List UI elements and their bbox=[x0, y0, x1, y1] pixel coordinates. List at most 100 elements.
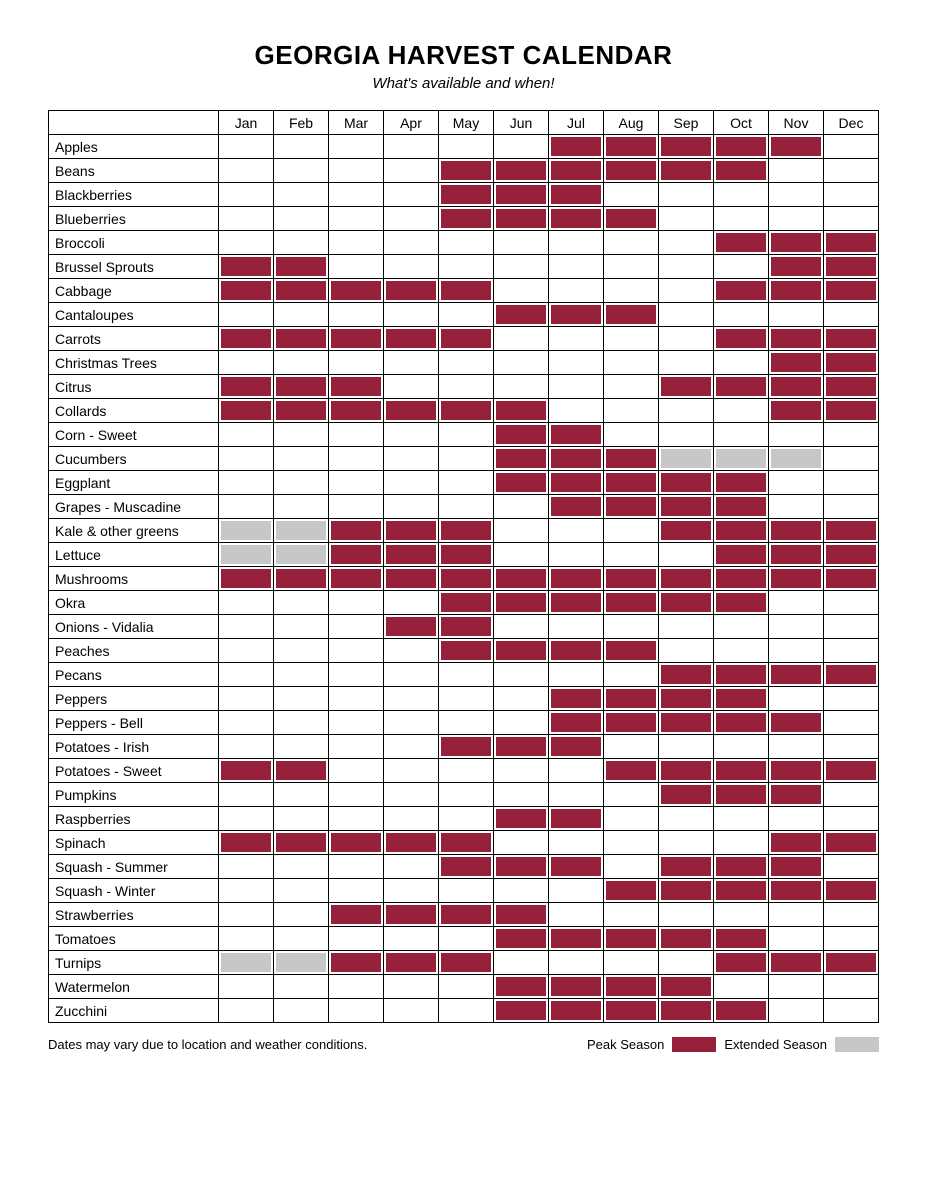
month-cell bbox=[549, 447, 604, 471]
month-cell bbox=[824, 855, 879, 879]
month-cell bbox=[494, 999, 549, 1023]
peak-fill bbox=[771, 953, 821, 972]
month-cell bbox=[549, 495, 604, 519]
month-cell bbox=[384, 255, 439, 279]
peak-fill bbox=[331, 905, 381, 924]
peak-fill bbox=[551, 161, 601, 180]
month-cell bbox=[439, 591, 494, 615]
month-cell bbox=[329, 831, 384, 855]
month-cell bbox=[714, 855, 769, 879]
month-cell bbox=[604, 663, 659, 687]
peak-fill bbox=[771, 785, 821, 804]
produce-label: Cucumbers bbox=[49, 447, 219, 471]
month-cell bbox=[824, 351, 879, 375]
month-cell bbox=[549, 783, 604, 807]
month-cell bbox=[219, 591, 274, 615]
month-cell bbox=[219, 711, 274, 735]
month-cell bbox=[549, 687, 604, 711]
peak-fill bbox=[606, 689, 656, 708]
month-cell bbox=[549, 903, 604, 927]
month-cell bbox=[769, 351, 824, 375]
month-cell bbox=[604, 687, 659, 711]
month-cell bbox=[439, 207, 494, 231]
peak-fill bbox=[661, 761, 711, 780]
month-cell bbox=[274, 687, 329, 711]
month-cell bbox=[714, 591, 769, 615]
month-cell bbox=[219, 207, 274, 231]
month-header: May bbox=[439, 111, 494, 135]
month-cell bbox=[219, 639, 274, 663]
produce-label: Potatoes - Sweet bbox=[49, 759, 219, 783]
peak-fill bbox=[606, 449, 656, 468]
peak-fill bbox=[826, 257, 876, 276]
month-cell bbox=[439, 975, 494, 999]
month-cell bbox=[769, 183, 824, 207]
month-cell bbox=[824, 423, 879, 447]
month-cell bbox=[714, 879, 769, 903]
month-cell bbox=[439, 495, 494, 519]
peak-fill bbox=[386, 617, 436, 636]
month-cell bbox=[384, 399, 439, 423]
month-cell bbox=[769, 447, 824, 471]
peak-fill bbox=[661, 377, 711, 396]
peak-fill bbox=[661, 857, 711, 876]
month-cell bbox=[329, 327, 384, 351]
peak-fill bbox=[331, 953, 381, 972]
peak-fill bbox=[716, 521, 766, 540]
month-cell bbox=[329, 255, 384, 279]
peak-fill bbox=[276, 569, 326, 588]
month-cell bbox=[274, 567, 329, 591]
month-cell bbox=[439, 615, 494, 639]
month-cell bbox=[219, 951, 274, 975]
peak-fill bbox=[496, 425, 546, 444]
peak-fill bbox=[771, 281, 821, 300]
produce-label: Peaches bbox=[49, 639, 219, 663]
month-cell bbox=[659, 615, 714, 639]
peak-fill bbox=[386, 545, 436, 564]
peak-fill bbox=[771, 353, 821, 372]
table-row: Onions - Vidalia bbox=[49, 615, 879, 639]
month-cell bbox=[274, 279, 329, 303]
month-cell bbox=[274, 423, 329, 447]
month-cell bbox=[219, 615, 274, 639]
month-cell bbox=[549, 855, 604, 879]
month-cell bbox=[824, 495, 879, 519]
month-cell bbox=[714, 495, 769, 519]
month-cell bbox=[439, 831, 494, 855]
peak-fill bbox=[551, 425, 601, 444]
peak-fill bbox=[716, 857, 766, 876]
month-cell bbox=[274, 351, 329, 375]
table-row: Lettuce bbox=[49, 543, 879, 567]
month-cell bbox=[549, 135, 604, 159]
month-cell bbox=[659, 351, 714, 375]
month-cell bbox=[659, 495, 714, 519]
peak-fill bbox=[716, 281, 766, 300]
month-cell bbox=[549, 207, 604, 231]
month-cell bbox=[549, 183, 604, 207]
month-cell bbox=[769, 927, 824, 951]
month-cell bbox=[274, 543, 329, 567]
month-cell bbox=[329, 231, 384, 255]
produce-label: Zucchini bbox=[49, 999, 219, 1023]
month-cell bbox=[384, 951, 439, 975]
month-cell bbox=[384, 639, 439, 663]
extended-fill bbox=[661, 449, 711, 468]
month-cell bbox=[274, 303, 329, 327]
table-row: Pumpkins bbox=[49, 783, 879, 807]
month-cell bbox=[824, 639, 879, 663]
extended-fill bbox=[221, 521, 271, 540]
month-cell bbox=[329, 999, 384, 1023]
peak-fill bbox=[606, 713, 656, 732]
month-cell bbox=[219, 231, 274, 255]
month-cell bbox=[549, 879, 604, 903]
peak-fill bbox=[826, 521, 876, 540]
month-cell bbox=[384, 735, 439, 759]
produce-label: Squash - Winter bbox=[49, 879, 219, 903]
peak-fill bbox=[661, 785, 711, 804]
month-cell bbox=[549, 543, 604, 567]
month-cell bbox=[439, 327, 494, 351]
month-cell bbox=[659, 471, 714, 495]
month-cell bbox=[714, 759, 769, 783]
produce-label: Apples bbox=[49, 135, 219, 159]
produce-label: Blackberries bbox=[49, 183, 219, 207]
